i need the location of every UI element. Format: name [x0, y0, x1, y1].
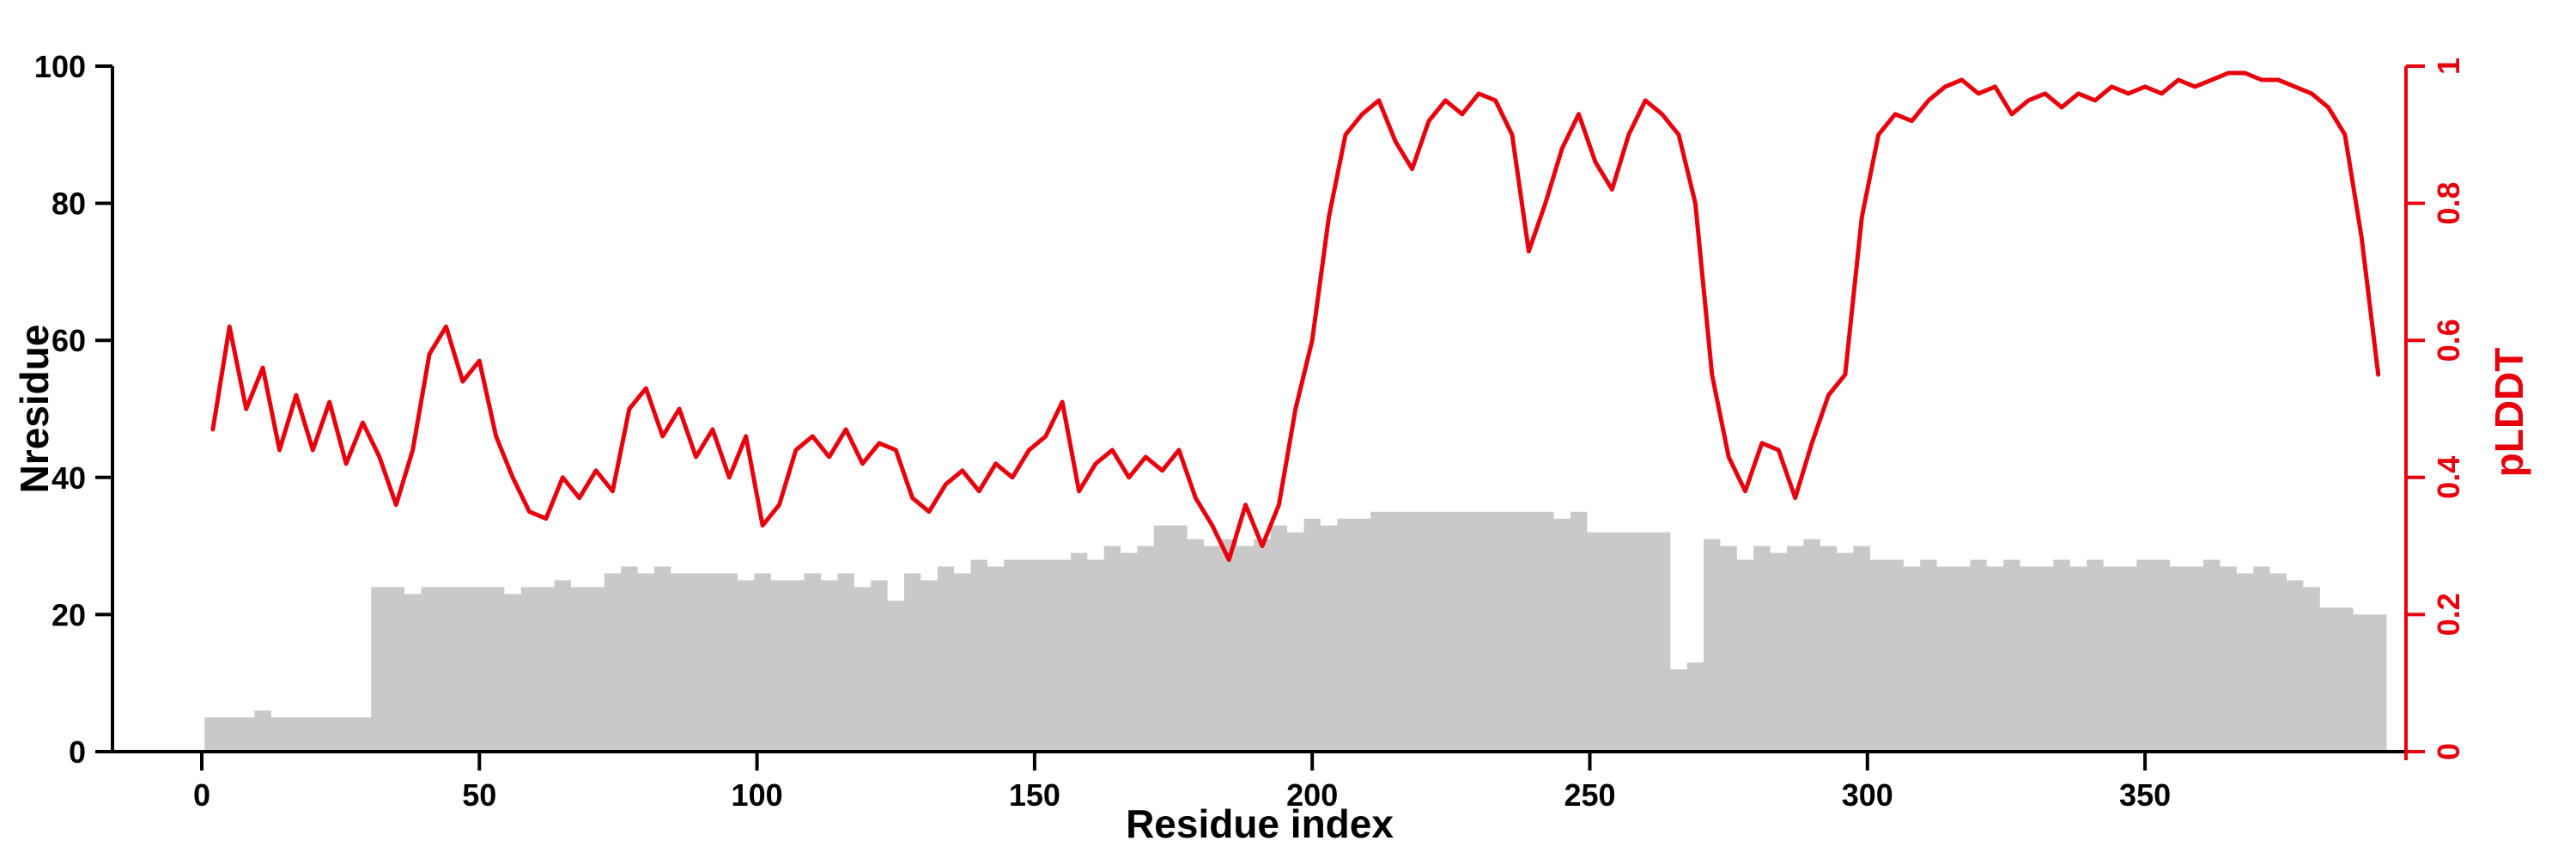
right-axis-tick-label: 0.6	[2431, 319, 2466, 362]
left-axis-title: Nresidue	[12, 325, 57, 494]
x-axis-tick-label: 50	[462, 777, 496, 813]
left-axis-tick-label: 60	[52, 323, 86, 358]
left-axis-tick-label: 40	[52, 460, 86, 496]
x-axis-tick-label: 300	[1842, 777, 1893, 813]
right-axis-tick-label: 0.2	[2431, 593, 2466, 636]
x-axis-tick-label: 350	[2119, 777, 2171, 813]
left-axis-tick-label: 100	[34, 49, 86, 84]
right-axis-tick-label: 0.8	[2431, 182, 2466, 225]
plddt-line	[210, 70, 2381, 563]
nresidue-area-series	[204, 511, 2387, 752]
x-axis-tick-label: 100	[732, 777, 783, 813]
left-axis-tick-label: 80	[52, 186, 86, 222]
x-axis-title: Residue index	[1126, 801, 1394, 846]
left-axis-tick-label: 20	[52, 597, 86, 632]
plddt-line-series	[210, 70, 2381, 563]
x-axis-tick-label: 0	[193, 777, 210, 813]
axes: 0 20 40 60 80 100 0 50 100 150 200 250 300 350 0 0.2 0.4…	[34, 49, 2466, 813]
x-axis-tick-label: 200	[1286, 777, 1338, 813]
right-axis-tick-label: 1	[2431, 58, 2466, 75]
right-axis-tick-label: 0	[2431, 743, 2466, 760]
right-axis-tick-label: 0.4	[2431, 456, 2466, 499]
right-axis-title: pLDDT	[2487, 348, 2531, 478]
x-axis-tick-label: 150	[1009, 777, 1060, 813]
x-axis-tick-label: 250	[1564, 777, 1615, 813]
nresidue-area	[204, 511, 2387, 752]
left-axis-tick-label: 0	[69, 734, 86, 770]
